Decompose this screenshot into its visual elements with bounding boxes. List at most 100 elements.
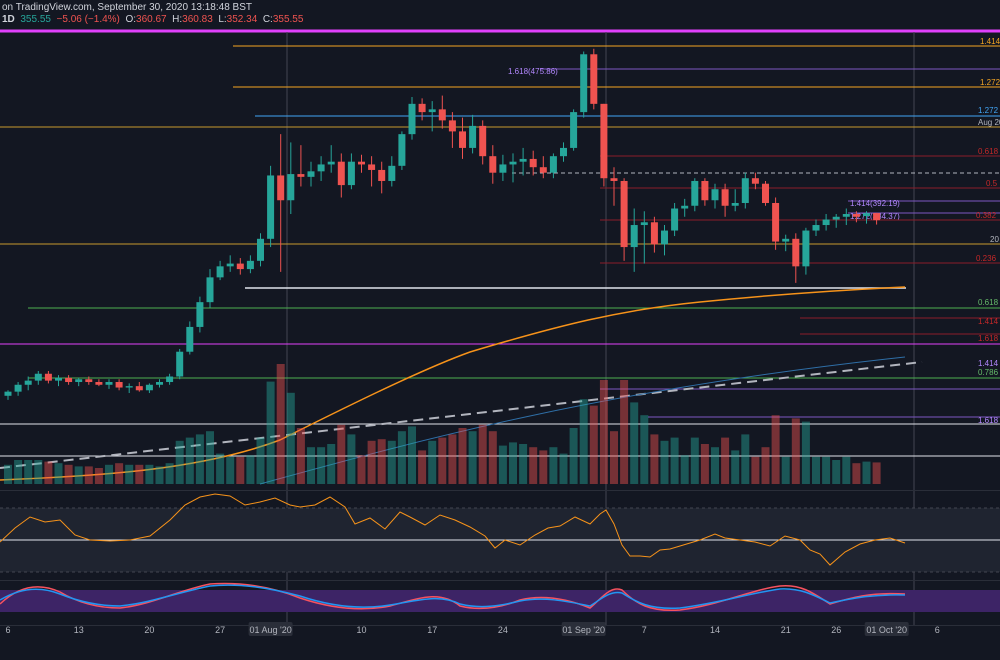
candle-body bbox=[600, 103, 608, 179]
x-tick-label: 26 bbox=[831, 625, 841, 635]
candle-body bbox=[842, 214, 850, 217]
candle-body bbox=[145, 384, 153, 391]
candle-body bbox=[368, 164, 376, 170]
x-tick-label: 21 bbox=[781, 625, 791, 635]
interval-label: 1D bbox=[2, 14, 15, 25]
candle-body bbox=[630, 225, 638, 248]
candle-body bbox=[226, 263, 234, 267]
volume-bar bbox=[832, 460, 841, 484]
volume-bar bbox=[24, 460, 33, 484]
volume-bar bbox=[801, 421, 810, 484]
candle-body bbox=[640, 222, 648, 226]
candle-body bbox=[610, 178, 618, 181]
volume-bar bbox=[307, 447, 315, 484]
candle-body bbox=[337, 161, 345, 186]
volume-bar bbox=[135, 464, 144, 484]
volume-bar bbox=[862, 461, 871, 484]
candle-body bbox=[105, 382, 113, 385]
purple-1414-label: 1.414 bbox=[978, 359, 999, 368]
x-axis: 6 13 20 27 01 Aug '20 10 17 24 01 Sep '20 7 14 21 26… bbox=[5, 622, 940, 636]
candle-body bbox=[257, 238, 264, 261]
volume-bar bbox=[286, 392, 295, 484]
candle-body bbox=[802, 230, 810, 267]
x-tick-label: 13 bbox=[74, 625, 84, 635]
candle-body bbox=[55, 377, 62, 381]
candle-body bbox=[358, 161, 365, 165]
purple-1618-label: 1.618 bbox=[978, 416, 999, 425]
x-tick-label: 10 bbox=[356, 625, 366, 635]
volume-bar bbox=[377, 439, 386, 484]
volume-bar bbox=[165, 463, 174, 484]
volume-bar bbox=[468, 431, 477, 484]
x-tick-label: 01 Sep '20 bbox=[562, 625, 605, 635]
candle-body bbox=[418, 103, 426, 113]
source-line: on TradingView.com, September 30, 2020 1… bbox=[2, 2, 252, 13]
volume-bar bbox=[327, 444, 336, 484]
volume-bar bbox=[428, 440, 437, 484]
volume-bar bbox=[195, 434, 204, 484]
candle-body bbox=[438, 109, 446, 121]
rsi-panel-divider bbox=[0, 490, 1000, 491]
volume-bar bbox=[438, 437, 447, 484]
volume-bar bbox=[610, 431, 618, 484]
volume-bar bbox=[418, 450, 427, 484]
volume-bar bbox=[458, 428, 467, 484]
candle-body bbox=[873, 213, 881, 221]
volume-bar bbox=[276, 364, 285, 484]
x-tick-label: 14 bbox=[710, 625, 720, 635]
candle-body bbox=[408, 103, 416, 135]
candle-body bbox=[277, 175, 285, 201]
price-change: −5.06 (−1.4%) bbox=[56, 14, 120, 25]
candle-body bbox=[509, 161, 517, 165]
candle-body bbox=[297, 174, 305, 177]
close-label: C: bbox=[262, 14, 273, 25]
x-tick-label: 7 bbox=[642, 625, 647, 635]
high-value: 360.83 bbox=[182, 14, 213, 25]
volume-bar bbox=[549, 447, 558, 484]
x-tick-label: 01 Aug '20 bbox=[249, 625, 291, 635]
candle-body bbox=[691, 180, 699, 206]
candle-body bbox=[115, 382, 123, 388]
x-tick-label: 24 bbox=[498, 625, 508, 635]
volume-bar bbox=[700, 444, 709, 484]
x-tick-box bbox=[561, 622, 606, 636]
volume-bar bbox=[357, 455, 366, 484]
candle-body bbox=[176, 351, 184, 377]
candle-body bbox=[751, 178, 759, 184]
volume-bar bbox=[579, 399, 588, 484]
volume-bar bbox=[690, 437, 699, 484]
volume-bar bbox=[216, 453, 225, 484]
low-value: 352.34 bbox=[226, 14, 258, 25]
volume-bars bbox=[4, 364, 881, 484]
candle-body bbox=[731, 203, 739, 206]
volume-bar bbox=[4, 464, 12, 484]
volume-bar bbox=[74, 466, 83, 484]
fib-1272-top-label: 1.272 bbox=[980, 78, 1000, 87]
volume-bar bbox=[236, 456, 245, 484]
candle-body bbox=[14, 384, 22, 392]
candle-body bbox=[822, 219, 830, 226]
volume-bar bbox=[125, 464, 134, 484]
volume-bar bbox=[519, 444, 528, 484]
candle-body bbox=[832, 216, 840, 220]
volume-bar bbox=[771, 415, 780, 484]
ext-1272-blue-label: 1.272 bbox=[978, 106, 999, 115]
candle-body bbox=[44, 373, 52, 381]
candle-body bbox=[852, 214, 860, 217]
volume-bar bbox=[872, 462, 881, 484]
candle-body bbox=[459, 131, 466, 148]
volume-bar bbox=[367, 440, 376, 484]
volume-bar bbox=[539, 450, 548, 484]
candle-body bbox=[762, 183, 769, 203]
volume-bar bbox=[266, 381, 275, 484]
candle-body bbox=[398, 134, 406, 166]
candle-body bbox=[196, 302, 204, 327]
candle-body bbox=[711, 189, 719, 201]
candle-body bbox=[812, 225, 820, 231]
candle-body bbox=[539, 167, 547, 173]
volume-bar bbox=[599, 380, 608, 484]
orange-ma-line bbox=[0, 286, 906, 481]
volume-bar bbox=[529, 447, 538, 484]
stoch-panel-divider bbox=[0, 580, 1000, 581]
